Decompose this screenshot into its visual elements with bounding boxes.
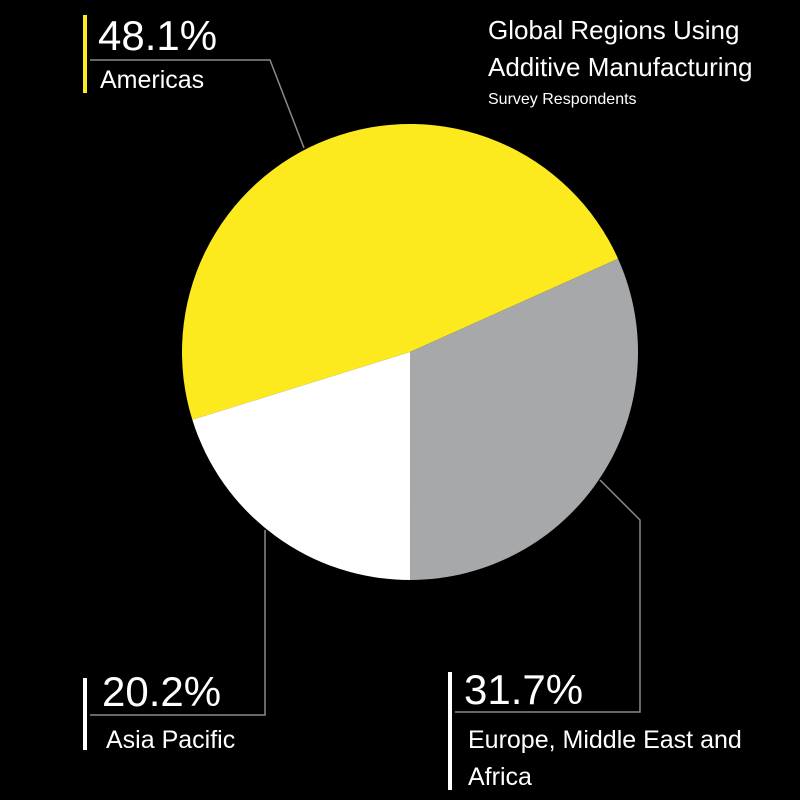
leader-line (90, 59, 305, 149)
value-label: 48.1% (98, 12, 218, 59)
chart-title: Global Regions Using Additive Manufactur… (488, 15, 753, 82)
pie-slice (410, 258, 639, 580)
pie-slice (192, 352, 411, 580)
value-label: 20.2% (102, 668, 222, 715)
leader-line (90, 530, 266, 716)
value-label: 31.7% (464, 666, 584, 713)
pie-slice (181, 123, 619, 420)
category-label: Europe, Middle East and Africa (468, 726, 742, 791)
label-bar (83, 15, 87, 93)
chart-subtitle: Survey Respondents (488, 91, 637, 108)
category-label: Americas (100, 66, 205, 94)
leader-line (455, 479, 641, 713)
label-bar (448, 672, 452, 790)
label-bar (83, 678, 87, 750)
category-label: Asia Pacific (106, 726, 236, 754)
pie (181, 123, 639, 580)
